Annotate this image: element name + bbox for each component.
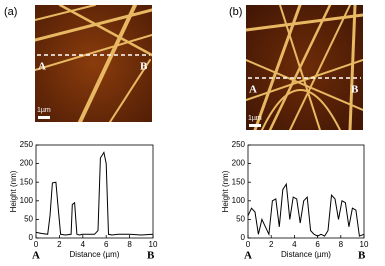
x-tick-label: 2: [57, 240, 62, 249]
x-tick-label: 8: [127, 240, 132, 249]
point-label: B: [140, 61, 148, 73]
afm-image: [246, 5, 363, 130]
x-tick-label: 4: [81, 240, 86, 249]
point-label: A: [38, 61, 46, 73]
y-tick-label: 50: [236, 215, 245, 224]
x-axis-label: Distance (µm): [281, 250, 331, 259]
y-axis-label: Height (nm): [9, 170, 18, 212]
point-label: B: [351, 84, 359, 96]
x-tick-label: 10: [360, 240, 369, 249]
y-tick-label: 100: [232, 196, 246, 205]
y-tick-label: 250: [232, 140, 246, 149]
y-axis-label: Height (nm): [221, 170, 230, 212]
x-tick-label: 10: [149, 240, 158, 249]
point-label: A: [249, 84, 257, 96]
profile-line: [247, 182, 365, 237]
y-tick-label: 100: [20, 196, 34, 205]
y-tick-label: 150: [232, 177, 246, 186]
x-tick-label: 6: [104, 240, 109, 249]
y-tick-label: 250: [20, 140, 34, 149]
start-label: A: [32, 250, 40, 262]
panel-label: (a): [4, 6, 17, 18]
plot-frame: [35, 144, 154, 239]
afm-image: [35, 5, 152, 122]
y-tick-label: 0: [29, 233, 34, 242]
y-tick-label: 150: [20, 177, 34, 186]
y-tick-label: 200: [232, 159, 246, 168]
end-label: B: [147, 250, 155, 262]
x-tick-label: 4: [292, 240, 297, 249]
x-tick-label: 2: [269, 240, 274, 249]
scale-label: 1µm: [37, 107, 51, 114]
end-label: B: [358, 250, 366, 262]
y-tick-label: 50: [24, 215, 33, 224]
x-tick-label: 0: [246, 240, 251, 249]
y-tick-label: 200: [20, 159, 34, 168]
x-tick-label: 0: [34, 240, 39, 249]
y-tick-label: 0: [241, 233, 246, 242]
scale-label: 1µm: [248, 115, 262, 122]
x-tick-label: 8: [339, 240, 344, 249]
x-axis-label: Distance (µm): [70, 250, 120, 259]
plot-frame: [247, 144, 365, 239]
start-label: A: [244, 250, 252, 262]
profile-line: [35, 151, 154, 236]
panel-label: (b): [229, 6, 242, 18]
x-tick-label: 6: [315, 240, 320, 249]
